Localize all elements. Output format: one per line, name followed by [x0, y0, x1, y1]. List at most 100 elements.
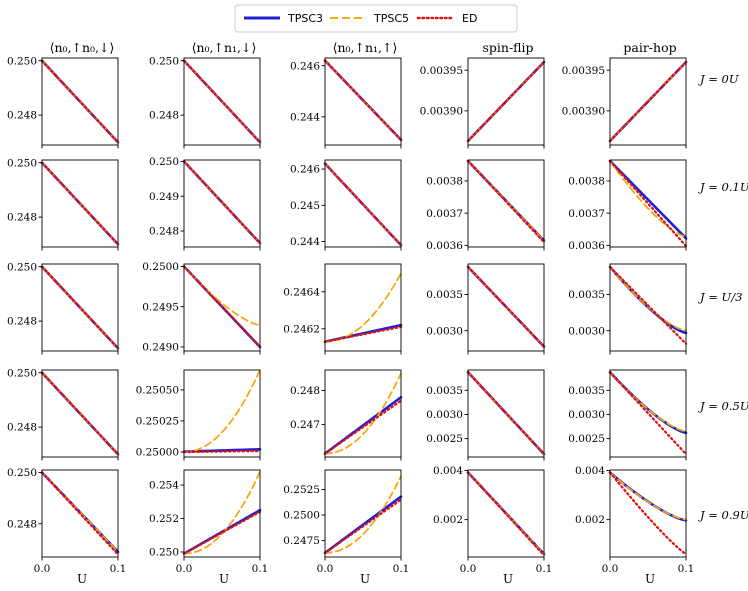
column-title-density-same-site: ⟨n₀,↑n₀,↓⟩: [50, 40, 115, 55]
ed-line: [323, 162, 403, 247]
panel-r5-c1: 0.248 0.250 0.0 0.1: [7, 467, 126, 575]
panel-r2-c4: 0.0036 0.0037 0.0038: [426, 159, 546, 252]
tpsc5-line: [324, 475, 402, 554]
panel-r4-c4: 0.0025 0.0030 0.0035: [426, 369, 546, 461]
y-tick-label: 0.0035: [568, 289, 605, 301]
y-tick-label: 0.25050: [136, 384, 179, 396]
ed-line: [466, 60, 546, 143]
row-label-j09: J = 0.9U: [698, 508, 748, 522]
ed-line: [323, 498, 403, 555]
y-tick-label: 0.0035: [568, 385, 605, 397]
y-tick-label: 0.2495: [142, 301, 179, 313]
ed-line: [608, 471, 688, 556]
y-tick-label: 0.0037: [568, 208, 605, 220]
legend-frame: [234, 4, 518, 33]
y-tick-label: 0.248: [7, 212, 37, 224]
y-tick-label: 0.250: [7, 467, 37, 479]
y-tick-label: 0.250: [149, 55, 179, 67]
y-tick-label: 0.0035: [426, 289, 463, 301]
y-tick-label: 0.25000: [136, 447, 179, 459]
x-tick-label: 0.0: [602, 563, 619, 575]
y-tick-label: 0.248: [7, 110, 37, 122]
y-tick-label: 0.0030: [568, 409, 605, 421]
panel-r1-c3: 0.244 0.246: [290, 57, 403, 149]
y-tick-label: 0.0038: [568, 176, 605, 188]
panel-frame: [41, 263, 119, 352]
y-tick-label: 0.2490: [142, 342, 179, 354]
x-axis-label: U: [645, 572, 655, 586]
x-tick-label: 0.0: [34, 563, 51, 575]
row-label-j01: J = 0.1U: [698, 180, 748, 194]
tpsc5-line: [183, 369, 261, 453]
tpsc3-line: [323, 323, 403, 344]
panel-r3-c2: 0.2490 0.2495 0.2500: [142, 261, 262, 355]
y-tick-label: 0.250: [149, 547, 179, 559]
x-tick-label: 0.0: [317, 563, 334, 575]
y-tick-label: 0.2525: [283, 484, 320, 496]
panel-frame: [609, 159, 687, 248]
row-labels: J = 0U J = 0.1U J = U/3 J = 0.5U J = 0.9…: [698, 72, 748, 522]
ed-line: [466, 159, 546, 244]
y-tick-label: 0.254: [149, 480, 179, 492]
panel-r4-c2: 0.25000 0.25025 0.25050: [136, 369, 262, 461]
y-tick-label: 0.248: [7, 422, 37, 434]
y-tick-label: 0.248: [290, 385, 320, 397]
panel-frame: [183, 469, 261, 558]
panel-frame: [41, 369, 119, 458]
panel-r2-c5: 0.0036 0.0037 0.0038: [568, 159, 688, 252]
y-tick-label: 0.252: [149, 513, 179, 525]
x-axis-label: U: [360, 572, 370, 586]
y-tick-label: 0.244: [290, 236, 320, 248]
panel-frame: [467, 57, 545, 146]
panel-r5-c3: 0.2475 0.2500 0.2525 0.0 0.1: [283, 469, 409, 575]
y-tick-label: 0.0037: [426, 208, 463, 220]
panel-r3-c1: 0.248 0.250: [7, 261, 120, 355]
panel-frame: [183, 263, 261, 352]
y-tick-label: 0.0030: [426, 325, 463, 337]
y-tick-label: 0.244: [290, 111, 320, 123]
tpsc5-line: [609, 266, 687, 332]
y-tick-label: 0.250: [7, 367, 37, 379]
panel-r5-c4: 0.002 0.004 0.0 0.1: [433, 465, 552, 575]
column-title-density-opposite-spin: ⟨n₀,↑n₁,↓⟩: [192, 40, 257, 55]
panel-r3-c4: 0.0030 0.0035: [426, 263, 546, 355]
x-tick-label: 0.0: [176, 563, 193, 575]
tpsc5-line: [324, 372, 402, 455]
panel-r1-c1: 0.248 0.250: [7, 55, 120, 149]
panel-frame: [183, 57, 261, 146]
panel-frame: [609, 263, 687, 352]
y-tick-label: 0.00390: [562, 105, 605, 117]
y-tick-label: 0.0035: [426, 385, 463, 397]
y-tick-label: 0.0025: [426, 433, 463, 445]
x-tick-label: 0.1: [536, 563, 553, 575]
x-axis-label: U: [77, 572, 87, 586]
panel-frame: [183, 369, 261, 458]
x-tick-label: 0.1: [678, 563, 695, 575]
ed-line: [466, 371, 546, 456]
y-tick-label: 0.248: [149, 226, 179, 238]
x-tick-label: 0.1: [252, 563, 269, 575]
y-tick-label: 0.247: [290, 419, 320, 431]
panel-frame: [609, 369, 687, 458]
panel-frame: [609, 469, 687, 558]
panel-frame: [324, 369, 402, 458]
y-tick-label: 0.0030: [426, 409, 463, 421]
panel-frame: [183, 159, 261, 248]
row-label-j-third: J = U/3: [698, 290, 742, 304]
tpsc3-line: [608, 471, 688, 522]
legend-label-ed: ED: [462, 12, 477, 25]
ed-line: [40, 59, 120, 144]
panel-frame: [324, 57, 402, 146]
panel-frame: [467, 469, 545, 558]
y-tick-label: 0.002: [433, 514, 463, 526]
tpsc5-line: [324, 272, 402, 343]
y-tick-label: 0.250: [7, 261, 37, 273]
ed-line: [608, 265, 688, 345]
y-tick-label: 0.248: [7, 316, 37, 328]
column-titles: ⟨n₀,↑n₀,↓⟩ ⟨n₀,↑n₁,↓⟩ ⟨n₀,↑n₁,↑⟩ spin-fl…: [50, 40, 677, 55]
panel-frame: [41, 57, 119, 146]
tpsc3-line: [608, 159, 688, 240]
tpsc5-line: [609, 371, 687, 433]
ed-line: [608, 159, 688, 248]
y-tick-label: 0.004: [575, 465, 605, 477]
